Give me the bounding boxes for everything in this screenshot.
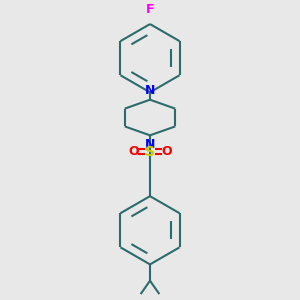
Text: S: S [145, 145, 155, 159]
Text: F: F [146, 3, 154, 16]
Text: O: O [161, 145, 172, 158]
Text: O: O [128, 145, 139, 158]
Text: N: N [145, 138, 155, 151]
Text: N: N [145, 84, 155, 98]
